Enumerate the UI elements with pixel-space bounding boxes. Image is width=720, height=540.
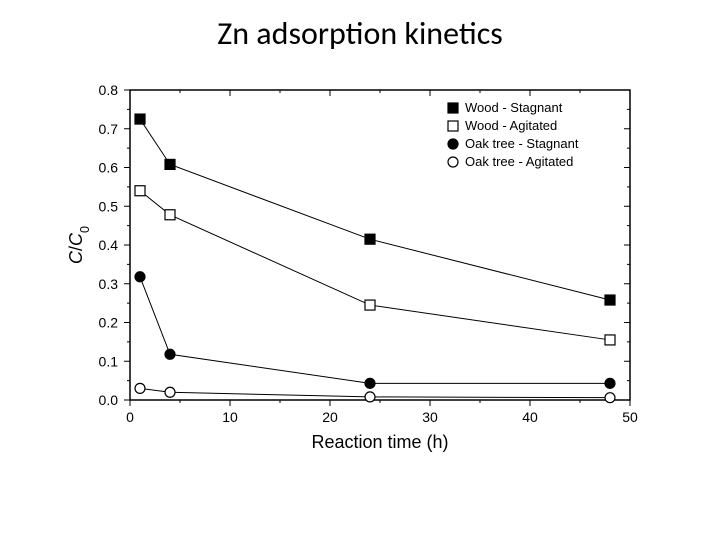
y-tick-label: 0.6 xyxy=(99,160,119,176)
chart-container: 0 10 20 30 40 50 0.0 0.1 0.2 0.3 0.4 0.5 0.6 0.7 0.8 Re… xyxy=(60,80,660,500)
y-tick-label: 0.8 xyxy=(99,82,119,98)
legend-label: Wood - Agitated xyxy=(465,118,557,133)
kinetics-chart: 0 10 20 30 40 50 0.0 0.1 0.2 0.3 0.4 0.5 0.6 0.7 0.8 Re… xyxy=(60,80,660,480)
y-tick-label: 0.2 xyxy=(99,315,119,331)
y-tick-label: 0.0 xyxy=(99,392,119,408)
legend-label: Oak tree - Agitated xyxy=(465,154,573,169)
x-tick-label: 50 xyxy=(622,409,638,425)
y-axis-label: C/C0 xyxy=(66,226,92,264)
y-tick-label: 0.1 xyxy=(99,353,119,369)
x-tick-label: 10 xyxy=(222,409,238,425)
y-tick-label: 0.5 xyxy=(99,198,119,214)
x-tick-label: 20 xyxy=(322,409,338,425)
x-axis-label: Reaction time (h) xyxy=(311,432,448,452)
x-tick-label: 40 xyxy=(522,409,538,425)
slide-title: Zn adsorption kinetics xyxy=(0,14,720,53)
legend-label: Oak tree - Stagnant xyxy=(465,136,579,151)
x-tick-label: 0 xyxy=(126,409,134,425)
y-tick-label: 0.4 xyxy=(99,237,119,253)
x-tick-label: 30 xyxy=(422,409,438,425)
legend-label: Wood - Stagnant xyxy=(465,100,563,115)
y-tick-label: 0.3 xyxy=(99,276,119,292)
slide: Zn adsorption kinetics 0 10 20 30 40 50 0.0 0.1… xyxy=(0,0,720,540)
y-tick-label: 0.7 xyxy=(99,121,119,137)
